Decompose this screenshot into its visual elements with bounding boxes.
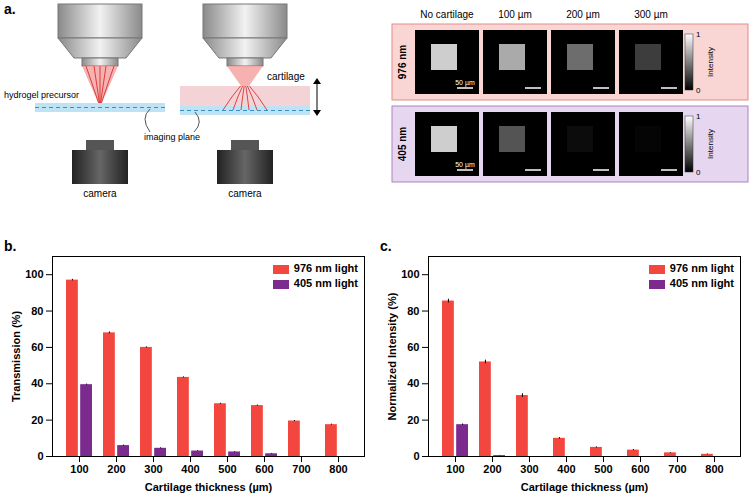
html-text:405 nm light: 405 nm light xyxy=(669,277,734,289)
svg-text:Cartilage thickness (µm): Cartilage thickness (µm) xyxy=(145,481,273,493)
svg-text:0: 0 xyxy=(37,450,43,462)
svg-text:976 nm: 976 nm xyxy=(397,45,408,80)
svg-text:Cartilage thickness (µm): Cartilage thickness (µm) xyxy=(521,481,649,493)
svg-text:100: 100 xyxy=(401,268,419,280)
svg-text:100 µm: 100 µm xyxy=(498,9,532,20)
svg-text:50 µm: 50 µm xyxy=(455,161,475,169)
svg-text:500: 500 xyxy=(594,463,612,475)
svg-text:100: 100 xyxy=(25,268,43,280)
svg-text:200: 200 xyxy=(483,463,501,475)
svg-text:300: 300 xyxy=(144,463,162,475)
html-text:405 nm light: 405 nm light xyxy=(293,277,358,289)
svg-text:60: 60 xyxy=(407,341,419,353)
svg-text:cartilage: cartilage xyxy=(267,71,305,82)
svg-text:100: 100 xyxy=(70,463,88,475)
svg-text:80: 80 xyxy=(31,305,43,317)
svg-text:700: 700 xyxy=(668,463,686,475)
svg-text:50 µm: 50 µm xyxy=(455,79,475,87)
svg-text:500: 500 xyxy=(218,463,236,475)
svg-text:400: 400 xyxy=(181,463,199,475)
svg-text:300 µm: 300 µm xyxy=(634,9,668,20)
svg-text:600: 600 xyxy=(631,463,649,475)
html-text:976 nm light: 976 nm light xyxy=(293,262,358,274)
svg-text:imaging plane: imaging plane xyxy=(144,132,200,142)
svg-text:Intensity: Intensity xyxy=(706,47,715,77)
svg-text:camera: camera xyxy=(83,188,117,199)
svg-text:600: 600 xyxy=(255,463,273,475)
svg-text:0: 0 xyxy=(696,86,701,95)
svg-text:a.: a. xyxy=(4,1,16,17)
svg-text:0: 0 xyxy=(413,450,419,462)
svg-text:Transmission (%): Transmission (%) xyxy=(10,311,22,402)
svg-text:405 nm: 405 nm xyxy=(397,127,408,162)
svg-text:100: 100 xyxy=(446,463,464,475)
html-text:b.: b. xyxy=(4,238,17,254)
svg-text:700: 700 xyxy=(292,463,310,475)
svg-text:300: 300 xyxy=(520,463,538,475)
svg-text:camera: camera xyxy=(228,188,262,199)
svg-text:200: 200 xyxy=(107,463,125,475)
svg-text:800: 800 xyxy=(329,463,347,475)
svg-text:0: 0 xyxy=(696,168,701,177)
svg-text:20: 20 xyxy=(31,414,43,426)
svg-text:Normalized Intensity (%): Normalized Intensity (%) xyxy=(386,292,398,420)
svg-text:200 µm: 200 µm xyxy=(566,9,600,20)
svg-text:No cartilage: No cartilage xyxy=(420,9,474,20)
svg-text:hydrogel precursor: hydrogel precursor xyxy=(4,90,79,100)
html-text:c.: c. xyxy=(380,238,392,254)
svg-text:40: 40 xyxy=(407,377,419,389)
svg-text:80: 80 xyxy=(407,305,419,317)
svg-text:800: 800 xyxy=(705,463,723,475)
svg-text:60: 60 xyxy=(31,341,43,353)
svg-text:1: 1 xyxy=(696,112,701,121)
svg-text:1: 1 xyxy=(696,30,701,39)
svg-text:40: 40 xyxy=(31,377,43,389)
html-text:976 nm light: 976 nm light xyxy=(669,262,734,274)
svg-text:400: 400 xyxy=(557,463,575,475)
svg-text:Intensity: Intensity xyxy=(706,129,715,159)
svg-text:20: 20 xyxy=(407,414,419,426)
